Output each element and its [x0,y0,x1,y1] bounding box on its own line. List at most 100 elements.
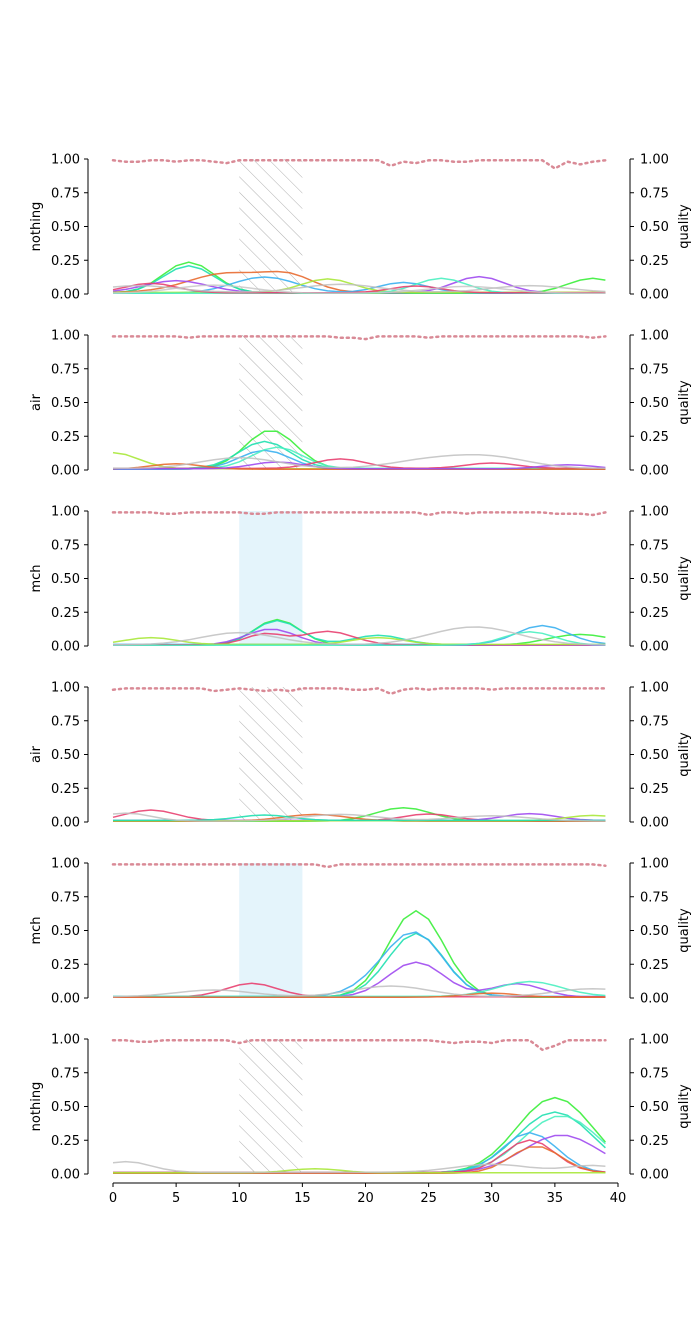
right-y-tick-label: 0.25 [640,1134,669,1149]
left-y-tick-label: 0.25 [51,430,80,445]
right-y-tick-label: 0.50 [640,1100,669,1115]
highlight-span [239,863,303,998]
series-line [112,812,606,822]
series-line [113,630,606,646]
right-y-tick-label: 0.50 [640,220,669,235]
right-y-tick-label: 0.25 [640,782,669,797]
right-y-label: quality [677,380,692,425]
left-y-tick-label: 1.00 [51,1033,80,1048]
series-line [113,461,606,470]
left-y-tick-label: 0.75 [51,714,80,729]
highlight-hatch [239,335,303,470]
series-line [113,626,606,646]
left-y-tick-label: 0.00 [51,1168,80,1183]
series-line [112,283,606,293]
right-y-tick-label: 0.75 [640,1066,669,1081]
series-line [112,985,606,998]
quality-line [111,335,607,341]
right-y-tick-label: 0.00 [640,640,669,655]
right-y-tick-label: 0.00 [640,288,669,303]
series-line [113,454,606,470]
left-y-tick-label: 0.25 [51,606,80,621]
left-y-label: air [29,745,44,763]
right-y-tick-label: 0.25 [640,606,669,621]
series-line [112,1160,606,1174]
left-y-tick-label: 0.50 [51,1100,80,1115]
series-line [113,1111,606,1174]
quality-line [111,511,607,517]
left-y-tick-label: 0.00 [51,640,80,655]
panel-3: 0.00 0.00 0.25 0.25 0.50 0.50 0.75 0.75 1.00 1.00… [29,505,692,655]
x-tick-label: 25 [420,1191,437,1206]
right-y-label: quality [677,908,692,953]
left-y-label: mch [29,916,44,944]
x-tick-label: 10 [231,1191,248,1206]
right-y-tick-label: 0.50 [640,748,669,763]
panel-6: 0.00 0.00 0.25 0.25 0.50 0.50 0.75 0.75 1.00 1.00… [29,1033,692,1183]
right-y-tick-label: 0.00 [640,816,669,831]
left-y-tick-label: 0.00 [51,288,80,303]
x-tick-label: 5 [172,1191,180,1206]
right-y-tick-label: 0.00 [640,1168,669,1183]
panel-2: 0.00 0.00 0.25 0.25 0.50 0.50 0.75 0.75 1.00 1.00… [29,329,692,479]
right-y-tick-label: 1.00 [640,857,669,872]
right-y-tick-label: 1.00 [640,681,669,696]
highlight-hatch [239,687,303,822]
highlight-span [239,511,303,646]
left-y-tick-label: 1.00 [51,857,80,872]
series-line [113,909,606,998]
right-y-tick-label: 0.50 [640,924,669,939]
right-y-tick-label: 0.25 [640,430,669,445]
series-line [113,932,606,998]
left-y-label: nothing [29,1082,44,1132]
left-y-tick-label: 1.00 [51,505,80,520]
series-line [113,1096,606,1174]
right-y-tick-label: 0.75 [640,890,669,905]
left-y-tick-label: 0.75 [51,362,80,377]
x-tick-label: 0 [109,1191,117,1206]
left-y-label: mch [29,564,44,592]
right-y-tick-label: 0.50 [640,572,669,587]
right-y-tick-label: 0.75 [640,538,669,553]
series-line [113,980,606,998]
left-y-tick-label: 0.75 [51,1066,80,1081]
series-line [113,1146,606,1174]
right-y-tick-label: 0.50 [640,396,669,411]
x-tick-label: 20 [357,1191,374,1206]
left-y-tick-label: 0.75 [51,186,80,201]
right-y-tick-label: 0.00 [640,992,669,1007]
right-y-tick-label: 0.25 [640,254,669,269]
left-y-tick-label: 0.75 [51,538,80,553]
right-y-tick-label: 1.00 [640,505,669,520]
panel-1: 0.00 0.00 0.25 0.25 0.50 0.50 0.75 0.75 1.00 1.00… [29,153,692,303]
right-y-label: quality [677,204,692,249]
left-y-tick-label: 0.25 [51,958,80,973]
left-y-tick-label: 0.25 [51,254,80,269]
left-y-label: nothing [29,202,44,252]
right-y-label: quality [677,1084,692,1129]
right-y-tick-label: 0.75 [640,362,669,377]
left-y-tick-label: 0.00 [51,464,80,479]
highlight-hatch [239,1039,303,1174]
left-y-tick-label: 0.50 [51,572,80,587]
right-y-label: quality [677,556,692,601]
series-line [113,446,606,470]
x-tick-label: 40 [610,1191,627,1206]
right-y-tick-label: 1.00 [640,329,669,344]
right-y-tick-label: 0.25 [640,958,669,973]
left-y-tick-label: 1.00 [51,153,80,168]
series-line [113,931,606,998]
right-y-tick-label: 0.75 [640,714,669,729]
left-y-tick-label: 0.50 [51,748,80,763]
left-y-tick-label: 0.00 [51,992,80,1007]
left-y-tick-label: 1.00 [51,329,80,344]
right-y-label: quality [677,732,692,777]
left-y-tick-label: 0.50 [51,396,80,411]
right-y-tick-label: 1.00 [640,1033,669,1048]
x-tick-label: 30 [483,1191,500,1206]
right-y-tick-label: 0.00 [640,464,669,479]
left-y-tick-label: 0.50 [51,924,80,939]
right-y-tick-label: 1.00 [640,153,669,168]
quality-line [111,159,607,170]
